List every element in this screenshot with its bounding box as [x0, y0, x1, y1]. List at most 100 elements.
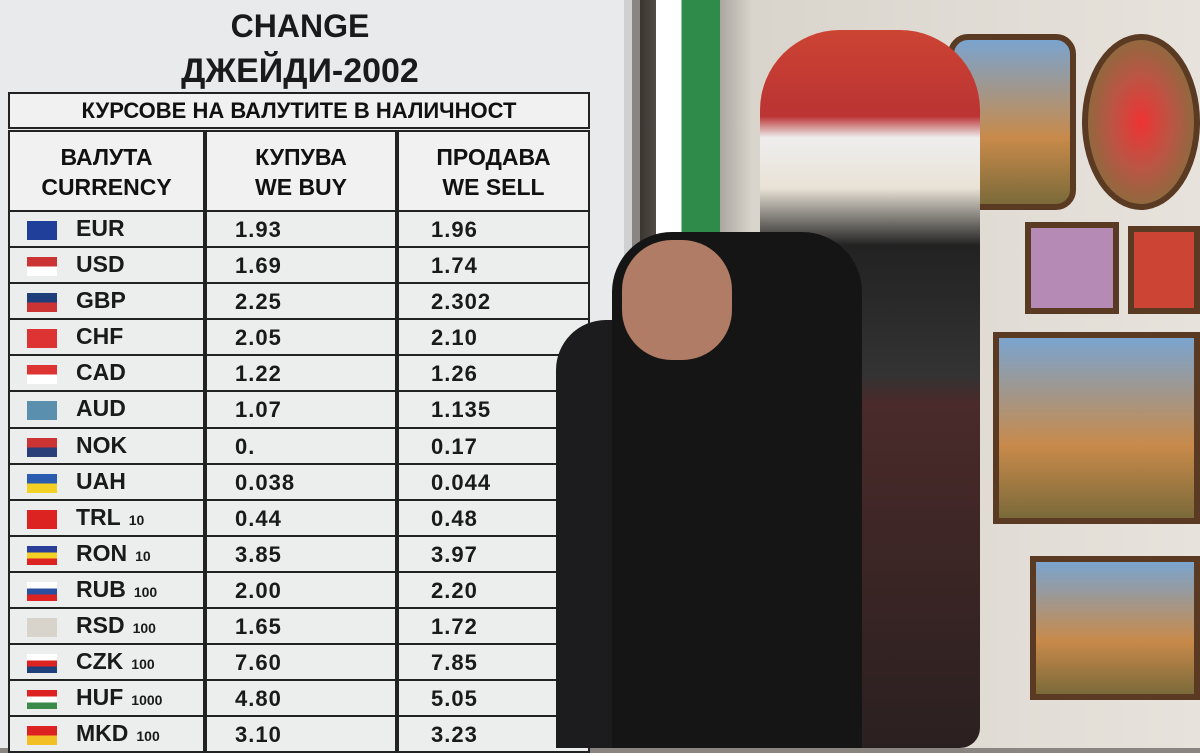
currency-unit: 100 [133, 583, 158, 600]
sell-cell: 2.302 [397, 284, 590, 319]
flag-icon-uah [27, 473, 57, 493]
currency-cell: CHF [8, 320, 205, 355]
currency-unit: 100 [131, 656, 155, 673]
flag-icon-eur [27, 221, 57, 240]
currency-code-text: RUB [76, 575, 126, 602]
buy-cell: 0.038 [205, 464, 397, 499]
exchange-rate-board: CHANGE ДЖЕЙДИ-2002 КУРСОВЕ НА ВАЛУТИТЕ В… [0, 0, 632, 753]
painting [1025, 222, 1119, 314]
buy-rate: 2.25 [235, 289, 282, 315]
currency-code-text: EUR [76, 215, 125, 241]
table-row: GBP 2.25 2.302 [8, 284, 590, 321]
currency-unit: 10 [128, 511, 145, 528]
currency-code: RON 10 [76, 540, 151, 567]
header-line: CURRENCY [41, 174, 172, 200]
buy-cell: 1.65 [205, 609, 397, 644]
buy-cell: 0. [205, 428, 397, 463]
currency-code-text: USD [76, 251, 125, 278]
flag-icon-rsd [27, 618, 57, 638]
currency-unit: 1000 [131, 692, 163, 709]
table-row: RON 10 3.85 3.97 [8, 536, 590, 573]
sell-rate: 0.48 [431, 505, 478, 531]
buy-cell: 7.60 [205, 645, 397, 680]
currency-code-text: MKD [76, 720, 129, 747]
flag-icon-huf [27, 690, 57, 710]
painting [1030, 556, 1200, 700]
currency-cell: UAH [8, 464, 205, 499]
currency-code: TRL 10 [76, 504, 144, 531]
table-row: CHF 2.05 2.10 [8, 320, 590, 357]
sell-rate: 0.044 [431, 469, 492, 495]
table-row: NOK 0. 0.17 [8, 428, 590, 465]
sell-rate: 1.26 [431, 361, 478, 387]
header-line: КУПУВА [255, 144, 347, 170]
currency-cell: EUR [8, 212, 205, 247]
board-title: CHANGE [230, 8, 370, 44]
currency-code: USD [76, 251, 133, 278]
flag-icon-aud [27, 401, 57, 421]
table-row: UAH 0.038 0.044 [8, 464, 590, 501]
currency-code: HUF 1000 [76, 684, 162, 711]
currency-code-text: CZK [76, 648, 124, 675]
buy-cell: 2.05 [205, 320, 397, 355]
flower-plate [1082, 34, 1200, 210]
sell-rate: 1.96 [431, 217, 478, 242]
buy-rate: 0. [235, 433, 256, 459]
buy-cell: 1.93 [205, 212, 397, 247]
flag-icon-cad [27, 365, 57, 385]
currency-code: RUB 100 [76, 576, 157, 603]
table-row: TRL 10 0.44 0.48 [8, 500, 590, 537]
buy-rate: 7.60 [235, 650, 282, 676]
currency-code: GBP [76, 287, 134, 314]
buy-cell: 1.22 [205, 356, 397, 391]
table-row: RSD 100 1.65 1.72 [8, 609, 590, 646]
buy-rate: 3.10 [235, 722, 282, 748]
currency-cell: CZK 100 [8, 645, 205, 680]
currency-cell: USD [8, 248, 205, 283]
sell-rate: 0.17 [431, 433, 478, 459]
table-row: EUR 1.93 1.96 [8, 212, 590, 249]
currency-cell: GBP [8, 284, 205, 319]
currency-code: NOK [76, 432, 135, 459]
sell-rate: 2.10 [431, 325, 478, 351]
buy-rate: 3.85 [235, 541, 282, 567]
buy-cell: 2.00 [205, 572, 397, 608]
painting [1128, 226, 1200, 314]
sell-cell: 1.74 [397, 248, 590, 283]
sell-cell: 1.96 [397, 212, 590, 247]
currency-code-text: CAD [76, 359, 126, 386]
currency-code: UAH [76, 468, 134, 495]
currency-cell: RUB 100 [8, 572, 205, 608]
currency-cell: TRL 10 [8, 500, 205, 535]
header-currency: ВАЛУТА CURRENCY [8, 130, 205, 212]
buy-rate: 1.22 [235, 361, 282, 387]
currency-cell: HUF 1000 [8, 681, 205, 716]
header-buy: КУПУВА WE BUY [205, 130, 397, 212]
flag-icon-usd [27, 257, 57, 277]
board-subtitle: КУРСОВЕ НА ВАЛУТИТЕ В НАЛИЧНОСТ [8, 92, 590, 129]
currency-code-text: AUD [76, 395, 126, 422]
sell-cell: 2.10 [397, 320, 590, 355]
sell-rate: 2.302 [431, 289, 492, 315]
currency-code: CHF [76, 323, 131, 350]
buy-rate: 4.80 [235, 686, 282, 712]
currency-cell: CAD [8, 356, 205, 391]
buy-rate: 1.07 [235, 397, 282, 423]
buy-rate: 1.69 [235, 253, 282, 279]
rate-table: EUR 1.93 1.96 USD 1.69 1.74 GBP 2.25 2.3… [8, 212, 590, 753]
currency-code-text: RSD [76, 612, 125, 639]
man-face [622, 240, 732, 360]
buy-cell: 1.69 [205, 248, 397, 283]
exchange-office-name: ДЖЕЙДИ-2002 [181, 52, 419, 90]
currency-code: CZK 100 [76, 648, 155, 675]
currency-cell: RSD 100 [8, 609, 205, 644]
table-row: CZK 100 7.60 7.85 [8, 645, 590, 682]
sell-rate: 1.135 [431, 397, 492, 423]
currency-code-text: TRL [76, 503, 121, 530]
currency-unit: 10 [135, 547, 151, 564]
table-row: MKD 100 3.10 3.23 [8, 717, 590, 753]
flag-icon-trl [27, 509, 57, 529]
sell-rate: 7.85 [431, 650, 478, 676]
buy-rate: 0.44 [235, 505, 282, 531]
buy-cell: 2.25 [205, 284, 397, 319]
